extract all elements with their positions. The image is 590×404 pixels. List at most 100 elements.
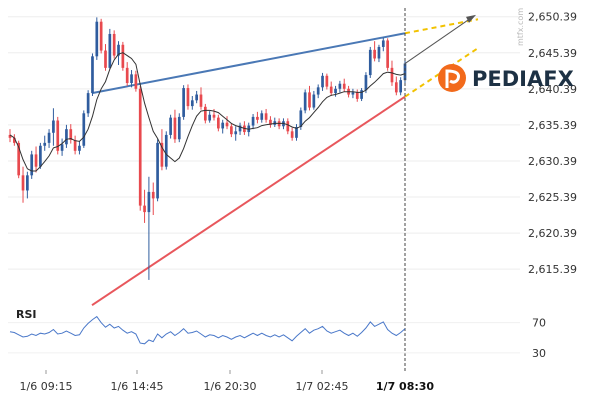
candle-body: [156, 142, 159, 199]
candle-body: [43, 142, 47, 146]
rsi-label: RSI: [16, 308, 37, 321]
upper-trendline: [91, 32, 406, 95]
candle-body: [190, 100, 194, 107]
candle-body: [234, 131, 238, 135]
candle-body: [303, 92, 307, 111]
candle-body: [381, 40, 385, 47]
axis-layer: 2,650.39 2,645.39 2,640.39 2,635.39 2,630.39…: [20, 8, 577, 393]
rsi-tick-label: 30: [532, 347, 546, 360]
candle-body: [199, 94, 203, 107]
price-tick-label: 2,650.39: [528, 11, 577, 24]
candle-body: [39, 145, 42, 167]
candle-body: [164, 134, 168, 167]
upper-trendline-projection: [404, 18, 479, 35]
candle-body: [8, 134, 12, 138]
candle-layer: [8, 17, 407, 280]
candle-body: [56, 120, 60, 151]
projection-arrow-head: [466, 14, 476, 23]
candle-body: [386, 40, 389, 68]
candle-body: [160, 142, 164, 167]
candle-body: [377, 46, 381, 59]
candle-body: [208, 114, 212, 121]
candle-body: [173, 117, 177, 140]
candle-body: [82, 113, 86, 146]
time-tick-label: 1/7 02:45: [296, 380, 349, 393]
price-tick-label: 2,645.39: [528, 47, 577, 60]
candle-body: [260, 113, 264, 120]
candle-body: [21, 175, 25, 191]
candle-body: [47, 132, 51, 143]
candle-body: [316, 87, 320, 95]
candle-body: [108, 33, 112, 68]
candle-body: [355, 92, 359, 99]
logo: PEDIAFX: [438, 64, 574, 92]
projection-arrow-line: [404, 15, 475, 64]
candle-body: [221, 122, 225, 129]
price-tick-label: 2,615.39: [528, 263, 577, 276]
candle-body: [312, 94, 316, 108]
candle-body: [403, 63, 407, 81]
candle-body: [134, 74, 138, 89]
candle-body: [130, 74, 133, 84]
candle-body: [390, 67, 394, 83]
candle-body: [177, 116, 181, 140]
logo-glyph: [445, 69, 460, 88]
rsi-line: [9, 315, 406, 345]
time-tick-label: 1/6 14:45: [111, 380, 164, 393]
candle-body: [147, 191, 151, 213]
candle-body: [91, 56, 94, 94]
candle-body: [78, 145, 81, 151]
candle-body: [264, 113, 268, 120]
candle-body: [17, 142, 21, 176]
candle-body: [65, 129, 68, 145]
candle-body: [138, 88, 142, 206]
candle-body: [399, 80, 403, 93]
price-tick-label: 2,640.39: [528, 83, 577, 96]
candle-body: [217, 117, 220, 129]
moving-average-layer: [9, 52, 406, 172]
logo-mark: [438, 64, 466, 92]
candle-body: [321, 75, 324, 88]
candle-body: [52, 120, 55, 133]
candle-body: [308, 92, 311, 108]
candle-body: [203, 106, 207, 121]
candle-body: [364, 75, 368, 91]
candle-body: [230, 126, 233, 135]
candle-body: [360, 90, 363, 99]
rsi-panel: RSI 70 30: [8, 308, 546, 360]
candle-body: [112, 33, 116, 56]
candle-body: [251, 116, 255, 126]
candle-body: [30, 154, 34, 176]
candle-body: [256, 116, 259, 120]
candle-body: [325, 75, 329, 87]
candle-body: [299, 110, 303, 128]
logo-text: PEDIAFX: [472, 67, 574, 91]
candle-body: [117, 44, 120, 56]
candle-body: [151, 191, 155, 199]
candle-body: [351, 92, 355, 95]
candle-body: [195, 94, 198, 101]
candle-body: [104, 50, 107, 68]
candle-body: [69, 129, 73, 140]
candle-body: [329, 86, 333, 94]
candle-body: [342, 83, 346, 89]
candle-body: [143, 205, 146, 213]
price-tick-label: 2,635.39: [528, 119, 577, 132]
candle-body: [26, 175, 29, 191]
candle-body: [121, 44, 125, 68]
price-tick-label: 2,625.39: [528, 191, 577, 204]
candle-body: [95, 21, 99, 57]
candle-body: [60, 144, 64, 151]
overlay-layer: [404, 8, 476, 372]
candle-body: [286, 121, 290, 132]
candle-body: [394, 82, 398, 93]
candle-body: [34, 154, 38, 167]
candle-body: [269, 119, 272, 125]
candle-body: [99, 21, 103, 51]
rsi-tick-label: 70: [532, 317, 546, 330]
candle-body: [334, 88, 337, 94]
watermark-text: mtfx.com: [516, 8, 525, 46]
current-time-label: 1/7 08:30: [376, 380, 435, 393]
price-tick-label: 2,620.39: [528, 227, 577, 240]
